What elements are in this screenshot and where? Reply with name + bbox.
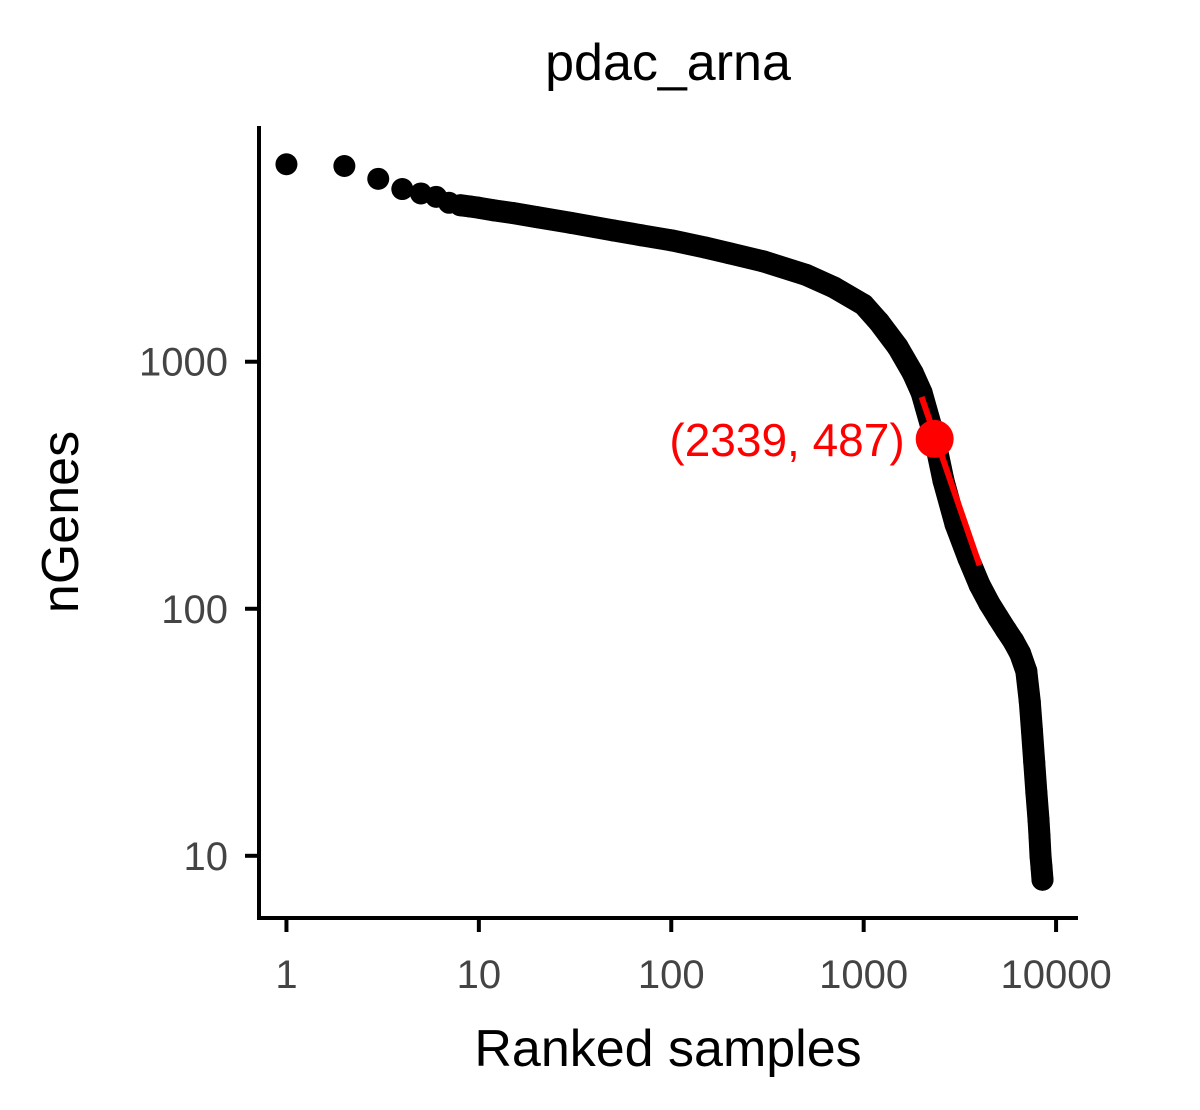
data-point (483, 199, 506, 222)
x-tick-label: 1 (275, 953, 297, 997)
x-tick-label: 1000 (819, 953, 908, 997)
data-point (501, 202, 524, 225)
data-point (718, 242, 741, 265)
data-point (852, 293, 875, 316)
data-point (1021, 720, 1044, 743)
data-point (391, 178, 414, 201)
data-point (1025, 781, 1048, 804)
data-point (886, 335, 909, 358)
knee-point-label: (2339, 487) (669, 414, 904, 466)
y-tick-label: 10 (184, 835, 229, 879)
x-axis-title: Ranked samples (474, 1020, 861, 1078)
ranked-samples-curve (449, 194, 1054, 891)
data-point (822, 276, 845, 299)
data-point (275, 153, 298, 176)
data-point (367, 167, 390, 190)
x-tick-label: 10 (457, 953, 502, 997)
knee-point (915, 419, 954, 458)
data-point (968, 573, 991, 596)
data-point (794, 263, 817, 286)
data-point (901, 362, 924, 385)
y-axis-ticks: 10 100 1000 (139, 341, 259, 879)
y-axis-title: nGenes (32, 431, 90, 613)
data-point (1018, 690, 1041, 713)
data-point (559, 211, 582, 234)
data-point (1015, 659, 1038, 682)
highlight-overlay: (2339, 487) (669, 395, 983, 567)
data-point (1027, 808, 1050, 831)
x-tick-label: 100 (638, 953, 705, 997)
data-point (660, 229, 683, 252)
x-axis-ticks: 1 10 100 1000 10000 (275, 918, 1112, 997)
data-point (525, 206, 548, 229)
x-tick-label: 10000 (1000, 953, 1111, 997)
data-point (1031, 868, 1054, 891)
data-point (630, 224, 653, 247)
data-point (867, 310, 890, 333)
data-point (694, 236, 717, 259)
data-point (910, 381, 933, 404)
chart-title: pdac_arna (545, 34, 791, 92)
data-point (333, 154, 356, 177)
data-point (1028, 825, 1051, 848)
y-tick-label: 100 (161, 588, 228, 632)
data-point (1009, 642, 1032, 665)
data-point (752, 250, 775, 273)
data-points (275, 153, 1054, 891)
y-tick-label: 1000 (139, 341, 228, 385)
data-point (1023, 750, 1046, 773)
data-point (602, 219, 625, 242)
